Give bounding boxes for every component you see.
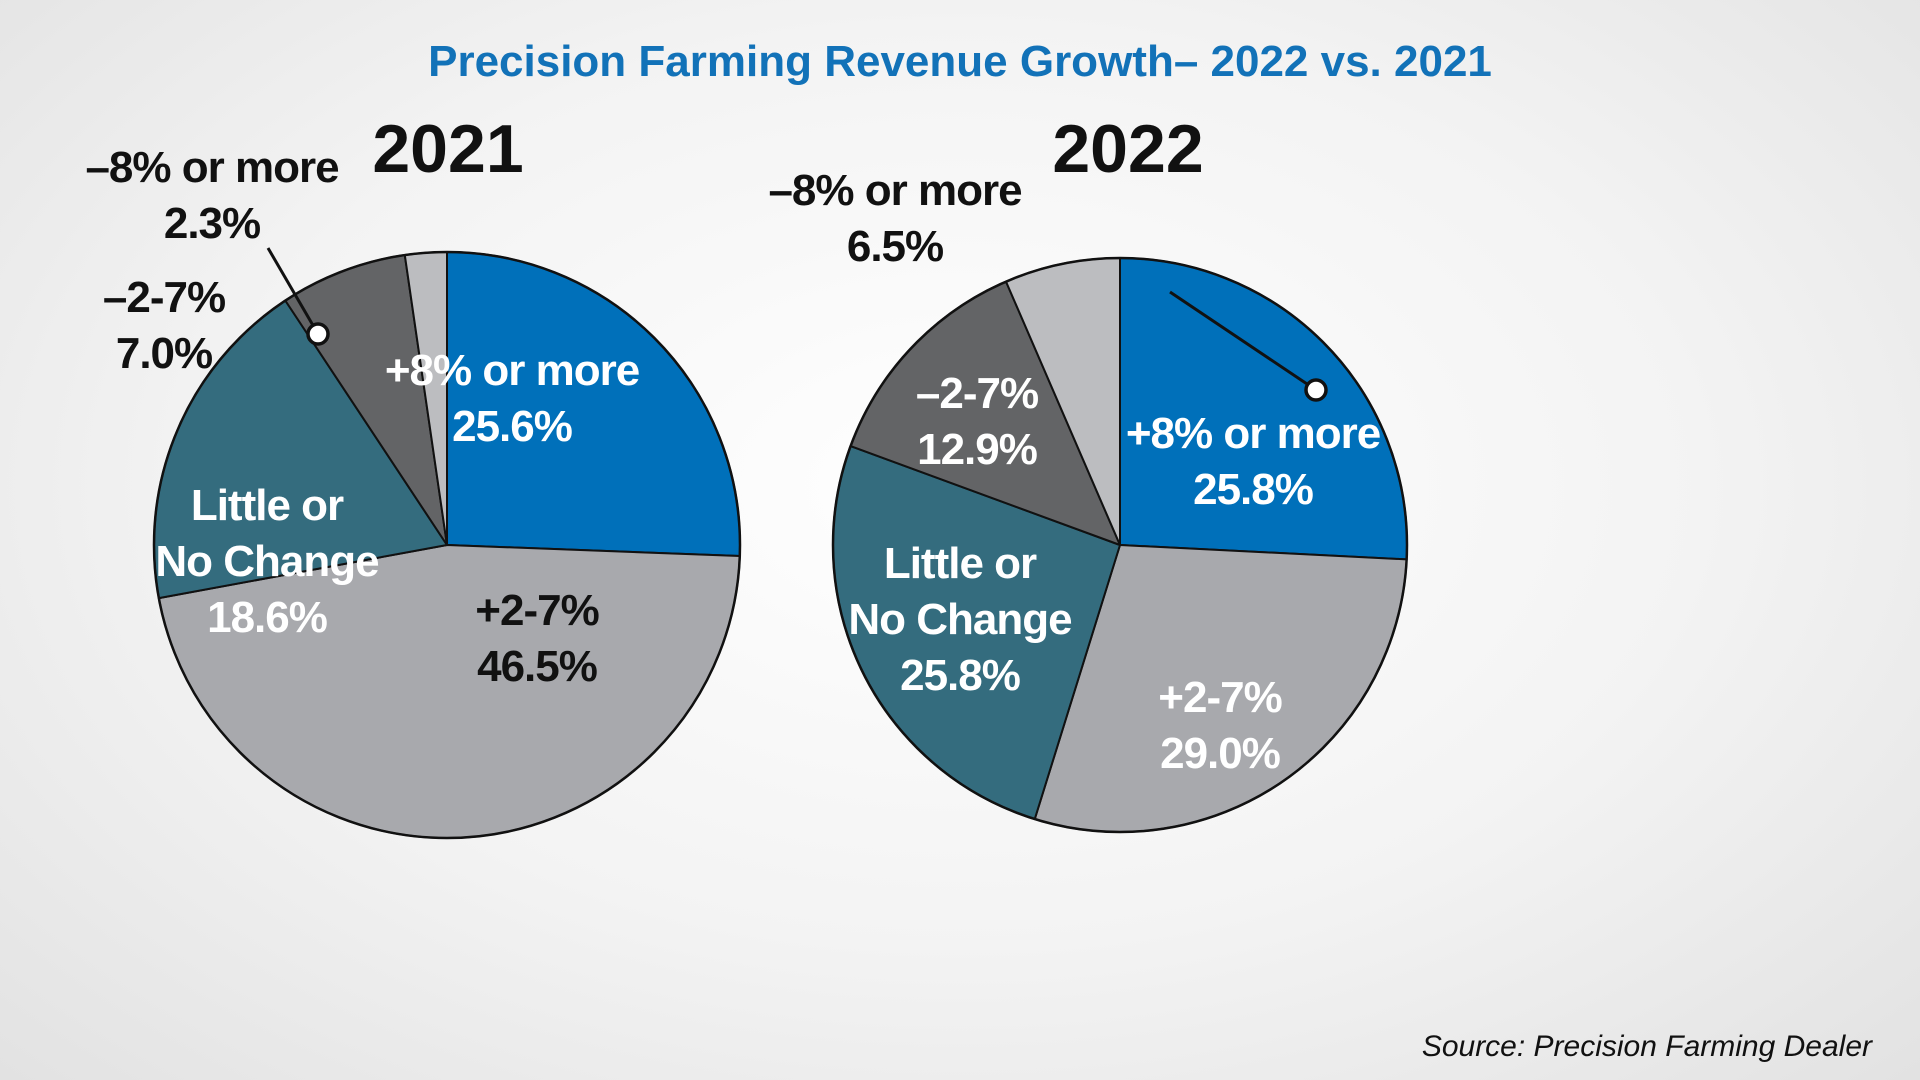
source-note: Source: Precision Farming Dealer	[1422, 1030, 1873, 1063]
leader-line-2022	[1169, 290, 1317, 392]
slice-label-line: 6.5%	[847, 222, 943, 271]
slice-label-2022-plus-8pct-or-more: +8% or more 25.8%	[1126, 409, 1380, 514]
slice-label-line: Little or	[191, 481, 344, 530]
leader-dot-2021	[306, 322, 330, 346]
pie-chart-2022: 2022 +8% or more 25.8% +2-7% 29.0% Little or N…	[768, 111, 1409, 834]
slice-label-line: 25.6%	[452, 402, 572, 451]
leader-line-2021	[266, 247, 320, 335]
slice-label-2021-little-or-no-change: Little or No Change 18.6%	[155, 481, 378, 642]
slice-label-line: No Change	[848, 595, 1071, 644]
slice-label-line: No Change	[155, 537, 378, 586]
slice-label-line: +8% or more	[385, 346, 639, 395]
chart-title: Precision Farming Revenue Growth– 2022 v…	[428, 37, 1492, 86]
slice-label-2022-8pct-or-more: –8% or more 6.5%	[768, 166, 1021, 271]
slice-label-line: 29.0%	[1160, 729, 1280, 778]
pie-slices-2022	[832, 257, 1409, 833]
slice-label-line: –2-7%	[103, 273, 225, 322]
pie-outline-2022	[831, 256, 1409, 834]
slice-label-line: 7.0%	[116, 329, 212, 378]
slice-label-line: –8% or more	[768, 166, 1021, 215]
slice-label-line: –2-7%	[916, 369, 1038, 418]
slice-label-2021-2-7pct: –2-7% 7.0%	[103, 273, 225, 378]
slice-label-2021-plus-2-7pct: +2-7% 46.5%	[475, 586, 598, 691]
slice-label-line: 2.3%	[164, 199, 260, 248]
slice-label-line: 25.8%	[1193, 465, 1313, 514]
slice-label-line: 25.8%	[900, 651, 1020, 700]
slice-label-line: +8% or more	[1126, 409, 1380, 458]
pie-slices-2021	[153, 250, 741, 839]
pie-outline-2021	[152, 250, 742, 840]
slice-label-line: 46.5%	[477, 642, 597, 691]
pie-chart-2021: 2021 +8% or more 25.6% +2-7% 46.5% Little or N…	[85, 111, 742, 840]
pie-title-2021: 2021	[372, 111, 523, 187]
slice-label-2021-plus-8pct-or-more: +8% or more 25.6%	[385, 346, 639, 451]
slice-label-2021-8pct-or-more: –8% or more 2.3%	[85, 143, 338, 248]
slice-label-2022-little-or-no-change: Little or No Change 25.8%	[848, 539, 1071, 700]
slice-label-line: –8% or more	[85, 143, 338, 192]
slice-label-line: +2-7%	[475, 586, 598, 635]
slice-label-line: 12.9%	[917, 425, 1037, 474]
slice-label-line: +2-7%	[1158, 673, 1281, 722]
pie-slice-2021-plus-2-7pct	[157, 544, 741, 839]
slice-label-line: Little or	[884, 539, 1037, 588]
slice-label-line: 18.6%	[207, 593, 327, 642]
pie-title-2022: 2022	[1052, 111, 1203, 187]
slice-label-2022-2-7pct: –2-7% 12.9%	[916, 369, 1038, 474]
slice-label-2022-plus-2-7pct: +2-7% 29.0%	[1158, 673, 1281, 778]
leader-dot-2022	[1304, 378, 1328, 402]
